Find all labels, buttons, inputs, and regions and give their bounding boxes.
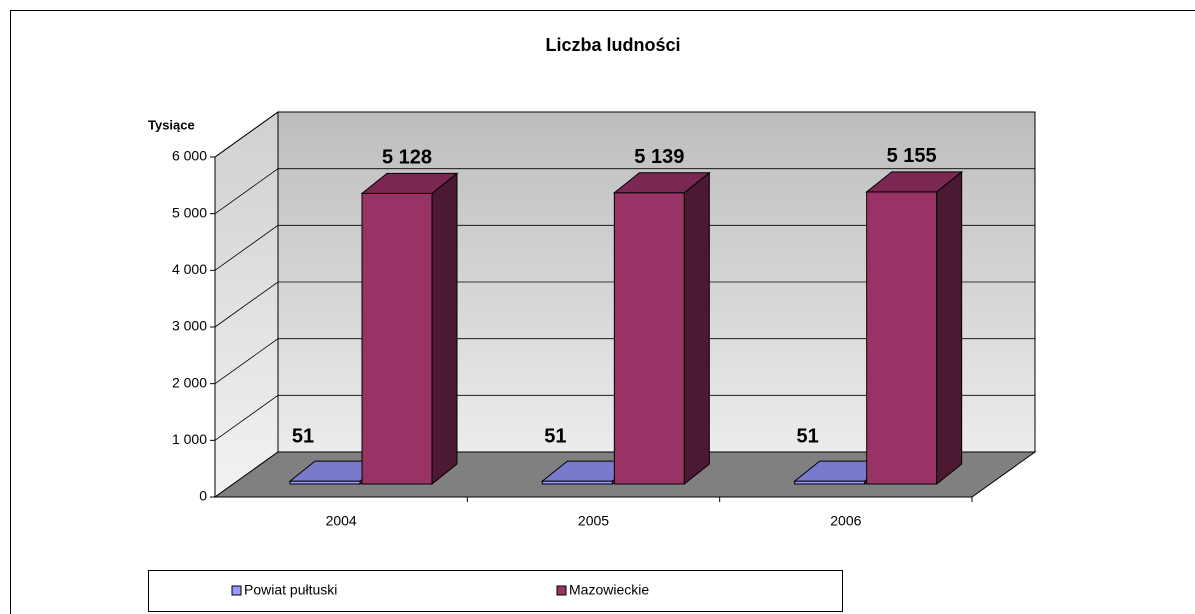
bar-face [613, 192, 685, 485]
legend-label: Mazowieckie [569, 582, 649, 598]
y-axis-label: Tysiące [148, 117, 195, 132]
grid-line [214, 338, 1035, 384]
y-tick-label: 4 000 [172, 261, 207, 277]
bar-face [360, 172, 459, 194]
bar-face [612, 172, 711, 194]
grid-line [214, 394, 1035, 441]
y-tick-label: 3 000 [172, 318, 207, 334]
legend-swatch [231, 585, 242, 596]
data-label: 5 139 [634, 146, 684, 168]
data-label: 51 [292, 425, 314, 447]
data-label: 51 [544, 425, 566, 447]
legend-label: Powiat pułtuski [244, 582, 337, 598]
bar-face [866, 191, 938, 485]
legend [148, 570, 843, 612]
x-tick-label: 2005 [578, 513, 609, 529]
data-label: 5 155 [887, 145, 937, 167]
bar [360, 172, 459, 486]
bar-face [361, 192, 433, 485]
bar [865, 170, 964, 486]
bar [612, 171, 711, 486]
legend-swatch [556, 585, 567, 596]
y-tick-label: 2 000 [172, 374, 207, 390]
y-tick-label: 6 000 [172, 148, 207, 164]
y-tick-label: 0 [199, 488, 207, 504]
grid-line [214, 281, 1035, 328]
y-tick-label: 5 000 [172, 204, 207, 220]
data-label: 5 128 [382, 147, 432, 169]
y-tick-label: 1 000 [172, 431, 207, 447]
x-tick-label: 2004 [326, 513, 357, 529]
data-label: 51 [797, 425, 819, 447]
grid-line [214, 111, 1035, 158]
bar-face [683, 171, 710, 486]
chart-title: Liczba ludności [545, 35, 680, 55]
bar-face [431, 172, 458, 486]
bar-face [865, 171, 964, 193]
bar-face [936, 170, 963, 486]
grid-line [214, 168, 1035, 214]
x-tick-label: 2006 [830, 513, 861, 529]
grid-line [214, 224, 1035, 271]
